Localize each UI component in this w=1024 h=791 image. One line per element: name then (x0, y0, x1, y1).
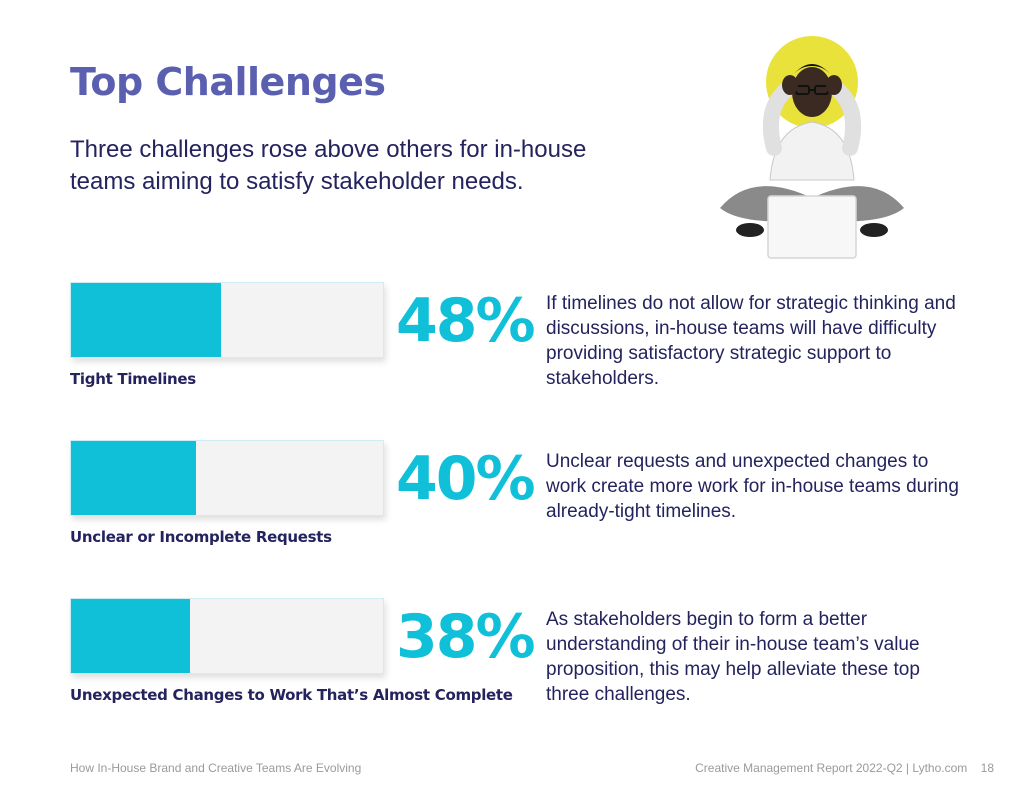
percent-value: 40% (396, 444, 536, 514)
challenge-label: Unclear or Incomplete Requests (70, 528, 332, 546)
challenge-label: Unexpected Changes to Work That’s Almost… (70, 686, 513, 704)
progress-bar-fill (71, 599, 190, 673)
challenge-row-2: 38% Unexpected Changes to Work That’s Al… (0, 598, 1024, 718)
challenge-description: If timelines do not allow for strategic … (546, 293, 956, 389)
page-title: Top Challenges (70, 60, 386, 104)
challenge-label: Tight Timelines (70, 370, 196, 388)
page-subtitle: Three challenges rose above others for i… (70, 136, 587, 195)
progress-bar-fill (71, 441, 196, 515)
footer-report-title: How In-House Brand and Creative Teams Ar… (70, 761, 362, 775)
challenge-description: Unclear requests and unexpected changes … (546, 451, 959, 522)
percent-value: 38% (396, 602, 536, 672)
challenge-row-0: 48% Tight Timelines If timelines do not … (0, 282, 1024, 402)
challenge-row-1: 40% Unclear or Incomplete Requests Uncle… (0, 440, 1024, 560)
progress-bar-fill (71, 283, 221, 357)
footer-site: Creative Management Report 2022-Q2 | Lyt… (695, 761, 968, 775)
challenge-description: As stakeholders begin to form a better u… (546, 609, 920, 705)
progress-bar (70, 440, 384, 516)
footer-source: Creative Management Report 2022-Q2 | Lyt… (695, 761, 994, 775)
progress-bar (70, 598, 384, 674)
percent-value: 48% (396, 286, 536, 356)
page-number: 18 (980, 761, 994, 775)
stressed-person-photo (720, 36, 904, 259)
progress-bar (70, 282, 384, 358)
